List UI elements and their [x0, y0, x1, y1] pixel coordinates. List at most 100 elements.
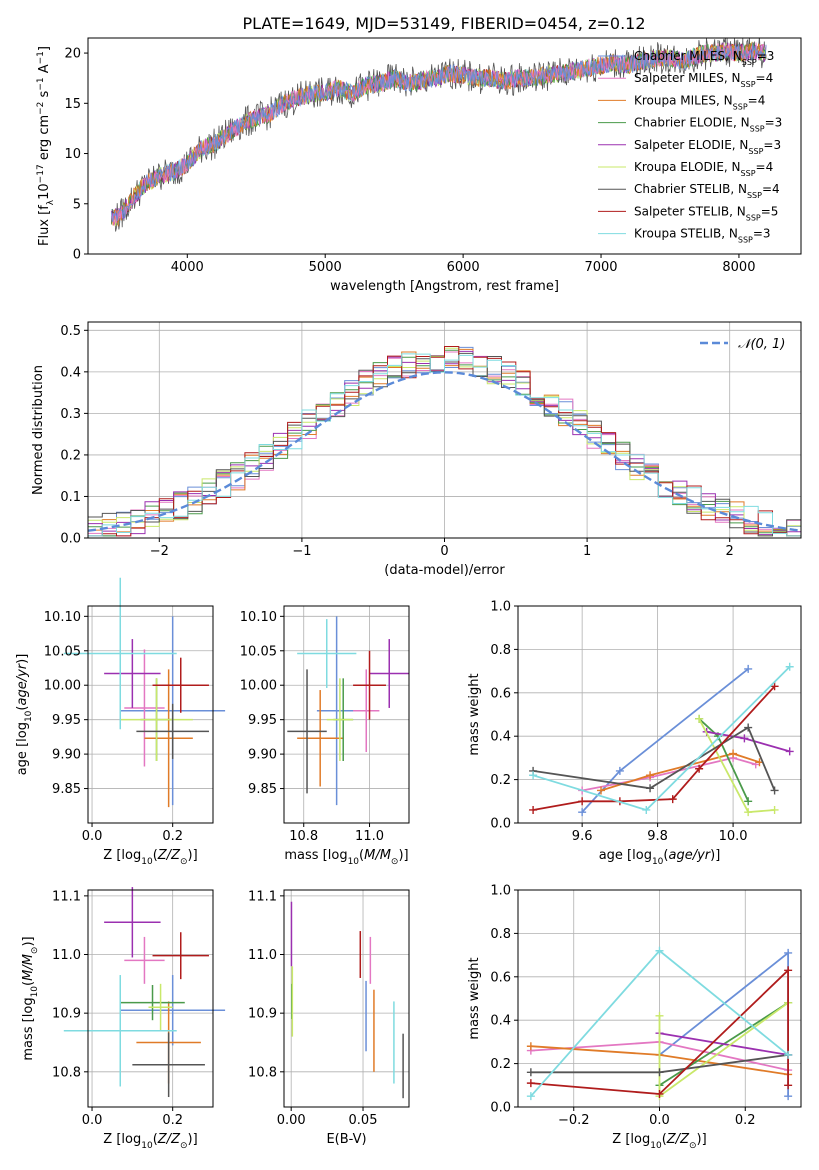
- figure-title: PLATE=1649, MJD=53149, FIBERID=0454, z=0…: [242, 14, 645, 33]
- weight-vs-age-ytick-label-4: 0.8: [490, 643, 511, 658]
- spectrum-legend: Chabrier MILES, NSSP=3 Salpeter MILES, NS…: [598, 49, 782, 244]
- spectrum-panel: 4000 5000 6000 7000 8000 0 5 10 15 20 wavelength […: [36, 37, 802, 294]
- mass-vs-z-xtick-label-1: 0.2: [162, 1113, 183, 1128]
- weight-vs-z-line-7: [530, 968, 789, 1095]
- mass-vs-ebv-ytick-label-1: 10.9: [248, 1007, 277, 1022]
- weight-vs-age-marker-5-2: [770, 805, 779, 814]
- weight-vs-z-marker-7-0: [526, 1079, 535, 1088]
- spectrum-ytick-label-0: 0: [73, 248, 81, 263]
- residuals-ytick-label-3: 0.3: [60, 407, 81, 422]
- spectrum-ytick-label-2: 10: [64, 147, 81, 162]
- weight-vs-age-marker-7-0: [529, 805, 538, 814]
- mass-vs-ebv-panel: 0.00 0.05 10.8 10.9 11.0 11.1 E(B-V): [248, 889, 410, 1147]
- weight-vs-age-ytick-label-5: 1.0: [490, 600, 511, 615]
- weight-vs-z-ylabel: mass weight: [467, 957, 482, 1039]
- weight-vs-age-marker-5-0: [695, 714, 704, 723]
- spectrum-xlabel: wavelength [Angstrom, rest frame]: [330, 279, 559, 294]
- weight-vs-z-ytick-label-3: 0.6: [490, 970, 511, 985]
- mass-vs-z-xlabel: Z [log10(Z/Z⊙)]: [103, 1132, 197, 1151]
- residuals-ytick-label-4: 0.4: [60, 365, 81, 380]
- weight-vs-z-marker-5-0: [655, 1011, 664, 1020]
- weight-vs-z-marker-7-3: [784, 1081, 793, 1090]
- mass-vs-z-ytick-label-0: 10.8: [52, 1065, 81, 1080]
- spectrum-xtick-label-2: 6000: [447, 260, 480, 275]
- mass-vs-ebv-frame: [283, 889, 410, 1108]
- spectrum-legend-label-2: Kroupa MILES, NSSP=4: [634, 93, 765, 111]
- weight-vs-age-line-7: [532, 685, 776, 811]
- age-vs-mass-ytick-label-3: 10.00: [240, 679, 277, 694]
- spectrum-frame: [87, 37, 802, 255]
- spectrum-xtick-label-1: 5000: [309, 260, 342, 275]
- weight-vs-z-marker-8-2: [784, 1050, 793, 1059]
- age-vs-z-xlabel: Z [log10(Z/Z⊙)]: [103, 848, 197, 867]
- weight-vs-z-ytick-label-0: 0.0: [490, 1101, 511, 1116]
- weight-vs-z-marker-0-1: [784, 948, 793, 957]
- residuals-xtick-label-1: −1: [292, 544, 311, 559]
- age-vs-z-ytick-label-0: 9.85: [52, 782, 81, 797]
- weight-vs-z-marker-2-0: [526, 1042, 535, 1051]
- weight-vs-age-marker-7-3: [668, 795, 677, 804]
- residuals-panel: −2 −1 0 1 2 0.0 0.1 0.2 0.3 0.4 0.5 (data-model)/er…: [31, 321, 802, 578]
- age-vs-mass-ytick-label-0: 9.85: [248, 782, 277, 797]
- mass-vs-ebv-xtick-label-0: 0.00: [277, 1113, 306, 1128]
- spectrum-series-0: [111, 42, 767, 223]
- weight-vs-age-marker-8-1: [642, 805, 651, 814]
- age-vs-z-xtick-label-1: 0.2: [162, 829, 183, 844]
- residuals-normal-curve: [88, 371, 801, 532]
- residuals-xtick-label-3: 1: [583, 544, 591, 559]
- weight-vs-z-ytick-label-4: 0.8: [490, 927, 511, 942]
- weight-vs-age-marker-2-1: [646, 771, 655, 780]
- weight-vs-z-panel: −0.2 0.0 0.2 0.0 0.2 0.4 0.6 0.8 1.0 Z [log10(Z/Z…: [467, 884, 802, 1151]
- residuals-xtick-label-0: −2: [150, 544, 169, 559]
- weight-vs-z-xlabel: Z [log10(Z/Z⊙)]: [612, 1132, 706, 1151]
- spectrum-ytick-label-3: 15: [64, 97, 81, 112]
- spectrum-legend-label-0: Chabrier MILES, NSSP=3: [634, 49, 774, 67]
- mass-vs-z-panel: 0.0 0.2 10.8 10.9 11.0 11.1 Z [log10(Z/Z⊙)] mas…: [21, 887, 226, 1151]
- weight-vs-age-xtick-label-1: 9.8: [647, 829, 668, 844]
- mass-vs-ebv-ytick-label-3: 11.1: [248, 889, 277, 904]
- spectrum-lines: [111, 38, 767, 232]
- spectrum-legend-label-6: Chabrier STELIB, NSSP=4: [634, 182, 780, 200]
- weight-vs-age-ytick-label-3: 0.6: [490, 686, 511, 701]
- mass-vs-z-ytick-label-3: 11.1: [52, 889, 81, 904]
- mass-vs-ebv-xtick-label-1: 0.05: [349, 1113, 378, 1128]
- age-vs-z-ytick-label-1: 9.90: [52, 748, 81, 763]
- weight-vs-z-marker-7-2: [784, 966, 793, 975]
- weight-vs-age-ytick-label-0: 0.0: [490, 817, 511, 832]
- age-vs-z-xtick-label-0: 0.0: [82, 829, 103, 844]
- mass-vs-z-ytick-label-2: 11.0: [52, 948, 81, 963]
- age-vs-z-ytick-label-5: 10.10: [44, 610, 81, 625]
- mass-vs-z-ylabel: mass [log10(M/M⊙)]: [21, 936, 40, 1060]
- weight-vs-z-marker-6-1: [655, 1068, 664, 1077]
- weight-vs-z-xtick-label-1: 0.0: [649, 1113, 670, 1128]
- weight-vs-age-xtick-label-2: 10.0: [719, 829, 748, 844]
- age-vs-mass-ytick-label-1: 9.90: [248, 748, 277, 763]
- residuals-ylabel: Normed distribution: [31, 365, 46, 495]
- weight-vs-age-frame: [517, 605, 802, 824]
- mass-vs-z-ytick-label-1: 10.9: [52, 1007, 81, 1022]
- residuals-histograms: [88, 346, 801, 537]
- weight-vs-z-marker-6-0: [526, 1068, 535, 1077]
- weight-vs-age-marker-6-2: [744, 723, 753, 732]
- age-vs-mass-ytick-label-4: 10.05: [240, 644, 277, 659]
- age-vs-mass-frame: [283, 605, 410, 824]
- spectrum-legend-label-7: Salpeter STELIB, NSSP=5: [634, 204, 778, 222]
- age-vs-z-panel: 0.0 0.2 9.85 9.90 9.95 10.00 10.05 10.10 Z [log1…: [15, 577, 226, 867]
- residuals-ytick-label-2: 0.2: [60, 448, 81, 463]
- weight-vs-age-marker-8-2: [785, 662, 794, 671]
- spectrum-xtick-label-0: 4000: [171, 260, 204, 275]
- residuals-histogram-7: [88, 346, 801, 537]
- weight-vs-age-xtick-label-0: 9.6: [572, 829, 593, 844]
- weight-vs-z-ytick-label-5: 1.0: [490, 884, 511, 899]
- weight-vs-age-marker-8-0: [529, 771, 538, 780]
- weight-vs-age-marker-4-2: [785, 747, 794, 756]
- weight-vs-age-marker-5-1: [744, 808, 753, 817]
- mass-vs-z-xtick-label-0: 0.0: [82, 1113, 103, 1128]
- spectrum-legend-label-8: Kroupa STELIB, NSSP=3: [634, 227, 771, 245]
- weight-vs-age-marker-7-1: [578, 797, 587, 806]
- residuals-xtick-label-2: 0: [440, 544, 448, 559]
- weight-vs-z-line-4: [659, 1032, 789, 1056]
- spectrum-legend-label-4: Salpeter ELODIE, NSSP=3: [634, 138, 781, 156]
- age-vs-mass-panel: 10.8 11.0 9.85 9.90 9.95 10.00 10.05 10.10 mass …: [240, 605, 410, 867]
